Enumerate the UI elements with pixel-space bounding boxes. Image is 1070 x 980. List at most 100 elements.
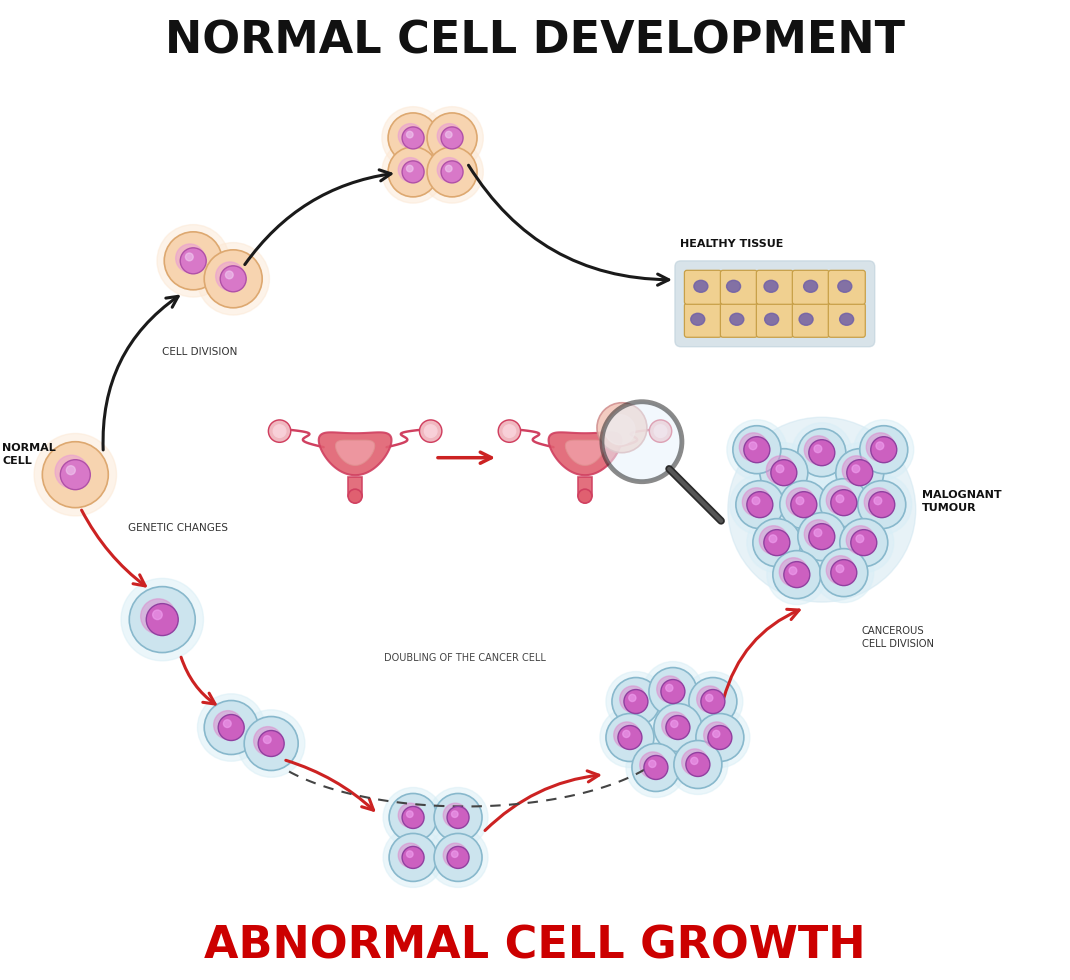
Ellipse shape	[694, 280, 708, 292]
Circle shape	[389, 794, 437, 842]
Circle shape	[730, 474, 790, 535]
FancyBboxPatch shape	[756, 270, 793, 305]
Circle shape	[747, 492, 773, 517]
Circle shape	[753, 518, 800, 566]
Ellipse shape	[731, 314, 745, 325]
Circle shape	[606, 671, 666, 731]
Circle shape	[605, 415, 635, 445]
Ellipse shape	[799, 314, 813, 325]
Circle shape	[165, 232, 223, 290]
Circle shape	[654, 704, 702, 752]
Circle shape	[661, 679, 685, 704]
Polygon shape	[578, 477, 592, 496]
Circle shape	[661, 711, 688, 738]
FancyBboxPatch shape	[720, 303, 758, 337]
Circle shape	[204, 701, 258, 755]
Circle shape	[620, 686, 646, 712]
Circle shape	[441, 127, 463, 149]
Circle shape	[238, 710, 305, 777]
Circle shape	[216, 262, 244, 290]
Circle shape	[773, 551, 821, 599]
Circle shape	[398, 843, 423, 867]
Circle shape	[865, 488, 892, 516]
Circle shape	[836, 495, 844, 503]
Circle shape	[407, 810, 413, 817]
Circle shape	[876, 442, 884, 450]
Circle shape	[443, 804, 468, 827]
Polygon shape	[336, 440, 374, 465]
Circle shape	[780, 480, 828, 528]
Circle shape	[398, 804, 423, 827]
Circle shape	[760, 525, 788, 555]
Circle shape	[434, 833, 483, 881]
Circle shape	[791, 492, 816, 517]
Ellipse shape	[691, 314, 705, 325]
Circle shape	[683, 671, 743, 731]
Circle shape	[218, 714, 244, 741]
FancyBboxPatch shape	[828, 303, 866, 337]
Circle shape	[503, 424, 516, 437]
Circle shape	[643, 662, 703, 721]
Circle shape	[706, 695, 713, 702]
Circle shape	[798, 428, 845, 476]
Circle shape	[852, 465, 860, 472]
Circle shape	[398, 158, 423, 181]
FancyBboxPatch shape	[828, 270, 866, 305]
Circle shape	[258, 730, 285, 757]
Circle shape	[826, 486, 855, 514]
Circle shape	[180, 248, 207, 273]
Circle shape	[407, 131, 413, 138]
Circle shape	[858, 480, 905, 528]
Circle shape	[428, 788, 488, 848]
Circle shape	[421, 107, 484, 170]
Polygon shape	[319, 432, 392, 475]
Circle shape	[602, 402, 682, 482]
Circle shape	[820, 549, 868, 597]
Circle shape	[856, 535, 863, 543]
Circle shape	[383, 788, 443, 848]
Circle shape	[452, 810, 458, 817]
Circle shape	[140, 599, 175, 634]
Circle shape	[214, 710, 242, 739]
Circle shape	[654, 424, 667, 437]
Circle shape	[682, 749, 708, 775]
Circle shape	[419, 419, 442, 442]
Circle shape	[846, 525, 875, 555]
Ellipse shape	[732, 280, 746, 292]
Circle shape	[733, 425, 781, 473]
Circle shape	[846, 460, 873, 486]
Circle shape	[224, 719, 231, 727]
Circle shape	[60, 460, 90, 490]
Circle shape	[254, 726, 282, 756]
Circle shape	[708, 725, 732, 750]
Circle shape	[744, 437, 769, 463]
Circle shape	[269, 419, 291, 442]
Circle shape	[805, 436, 832, 465]
Circle shape	[438, 158, 461, 181]
Circle shape	[452, 851, 458, 858]
Circle shape	[402, 807, 424, 828]
Circle shape	[805, 519, 832, 549]
Circle shape	[263, 736, 271, 744]
Circle shape	[752, 497, 760, 505]
Circle shape	[860, 425, 907, 473]
Circle shape	[842, 456, 871, 484]
Text: HEALTHY TISSUE: HEALTHY TISSUE	[679, 239, 783, 249]
Circle shape	[834, 513, 893, 572]
Circle shape	[739, 433, 768, 462]
Circle shape	[814, 543, 874, 603]
Circle shape	[749, 442, 756, 450]
Circle shape	[147, 604, 179, 636]
Circle shape	[696, 713, 744, 761]
Circle shape	[614, 722, 640, 749]
Text: GENETIC CHANGES: GENETIC CHANGES	[128, 522, 228, 533]
Text: DOUBLING OF THE CANCER CELL: DOUBLING OF THE CANCER CELL	[384, 653, 546, 662]
FancyBboxPatch shape	[720, 270, 758, 305]
Circle shape	[796, 497, 804, 505]
Circle shape	[836, 564, 844, 572]
Circle shape	[776, 465, 784, 472]
Circle shape	[348, 489, 362, 503]
Ellipse shape	[764, 314, 778, 325]
Circle shape	[441, 161, 463, 183]
Circle shape	[713, 730, 720, 738]
